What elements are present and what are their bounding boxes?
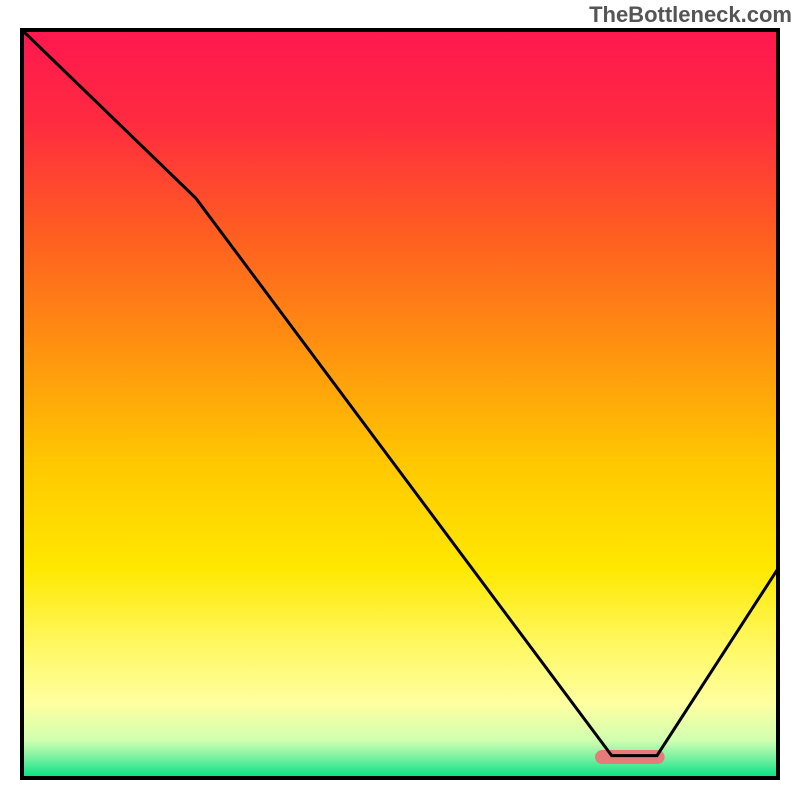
watermark-text: TheBottleneck.com	[589, 2, 792, 28]
bottleneck-chart	[0, 0, 800, 800]
plot-background	[22, 30, 778, 778]
chart-container: TheBottleneck.com	[0, 0, 800, 800]
